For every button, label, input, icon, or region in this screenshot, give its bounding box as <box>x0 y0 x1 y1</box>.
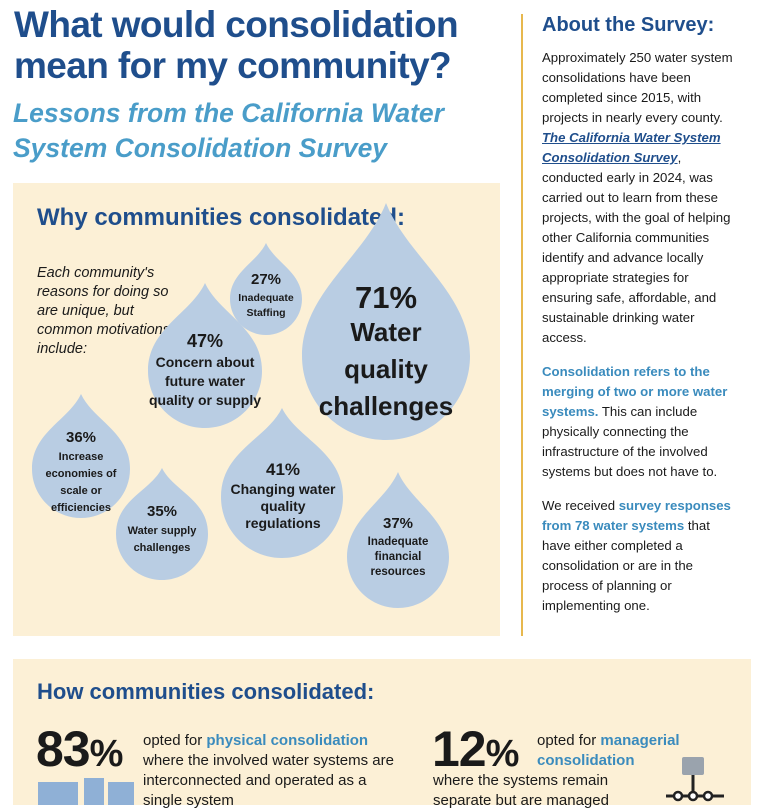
how-panel <box>13 659 751 805</box>
drop-label-37: 37% Inadequate financial resources <box>346 514 450 579</box>
drop-reason: Water supply challenges <box>127 525 197 554</box>
drop-percent: 37% <box>382 515 414 532</box>
about-title: About the Survey: <box>542 14 715 36</box>
managerial-percent: 12% <box>432 721 520 779</box>
water-drop-41 <box>221 408 343 558</box>
physical-pre: opted for <box>143 732 207 749</box>
drop-reason: Inadequate financial resources <box>367 536 429 578</box>
drop-reason: Inadequate Staffing <box>238 292 294 319</box>
page-subtitle: Lessons from the California Water System… <box>13 98 444 163</box>
consolidation-definition: Consolidation refers to the merging of t… <box>542 364 728 419</box>
managerial-pre: opted for <box>537 732 601 749</box>
about-section: Approximately 250 water system consolida… <box>542 48 742 630</box>
survey-link[interactable]: The California Water System Consolidatio… <box>542 130 721 165</box>
about-p1-text: Approximately 250 water system consolida… <box>542 50 733 125</box>
about-paragraph-1: Approximately 250 water system consolida… <box>542 48 742 348</box>
drop-reason: Water quality challenges <box>318 317 454 421</box>
network-icon <box>666 757 724 802</box>
managerial-pct-sign: % <box>485 733 520 775</box>
physical-pct-sign: % <box>89 733 124 775</box>
about-p3-pre: We received <box>542 498 619 513</box>
drop-label-47: 47% Concern about future water quality or… <box>148 330 262 410</box>
drop-label-35: 35% Water supply challenges <box>116 502 208 556</box>
managerial-highlight: managerial consolidation <box>537 732 680 769</box>
drop-reason: Concern about future water quality or su… <box>148 354 261 408</box>
why-title: Why communities consolidated: <box>37 204 406 231</box>
column-divider <box>521 14 523 636</box>
survey-responses-highlight: survey responses from 78 water systems <box>542 498 731 533</box>
drop-reason: Increase economies of scale or efficienc… <box>45 451 117 514</box>
managerial-pct-value: 12 <box>432 721 487 777</box>
physical-post: where the involved water systems are int… <box>143 752 394 809</box>
page-title: What would consolidation mean for my com… <box>14 4 459 86</box>
about-p3-post: that have either completed a consolidati… <box>542 518 710 613</box>
drop-percent: 27% <box>250 271 282 288</box>
physical-percent: 83% <box>36 721 124 779</box>
water-drop-71 <box>302 203 470 440</box>
drop-percent: 71% <box>354 280 418 315</box>
water-drop-27 <box>230 243 302 335</box>
about-p2-post: This can include physically connecting t… <box>542 404 718 479</box>
physical-highlight: physical consolidation <box>206 732 369 749</box>
drop-percent: 35% <box>146 503 178 520</box>
drop-label-27: 27% Inadequate Staffing <box>230 270 302 320</box>
how-title: How communities consolidated: <box>37 679 375 704</box>
drop-label-71: 71% Water quality challenges <box>306 280 466 427</box>
physical-text: opted for physical consolidation where t… <box>143 731 408 811</box>
drop-label-41: 41% Changing water quality regulations <box>222 459 344 532</box>
drop-percent: 47% <box>186 331 224 351</box>
physical-pct-value: 83 <box>36 721 91 777</box>
drop-reason: Changing water quality regulations <box>230 481 336 531</box>
water-drop-35 <box>116 468 208 580</box>
about-paragraph-3: We received survey responses from 78 wat… <box>542 496 742 616</box>
why-intro: Each community's reasons for doing so ar… <box>37 265 170 357</box>
drop-percent: 36% <box>65 429 97 446</box>
about-paragraph-2: Consolidation refers to the merging of t… <box>542 362 742 482</box>
water-drop-47 <box>148 283 262 428</box>
about-p1-post: , conducted early in 2024, was carried o… <box>542 150 731 345</box>
water-drop-36 <box>32 394 130 518</box>
water-drop-37 <box>347 472 449 608</box>
managerial-text-top: opted for managerial consolidation <box>537 731 717 771</box>
pipe-icon <box>38 778 134 805</box>
drop-label-36: 36% Increase economies of scale or effici… <box>33 428 129 516</box>
drop-percent: 41% <box>265 460 301 479</box>
managerial-text-bottom: where the systems remain separate but ar… <box>433 772 609 809</box>
